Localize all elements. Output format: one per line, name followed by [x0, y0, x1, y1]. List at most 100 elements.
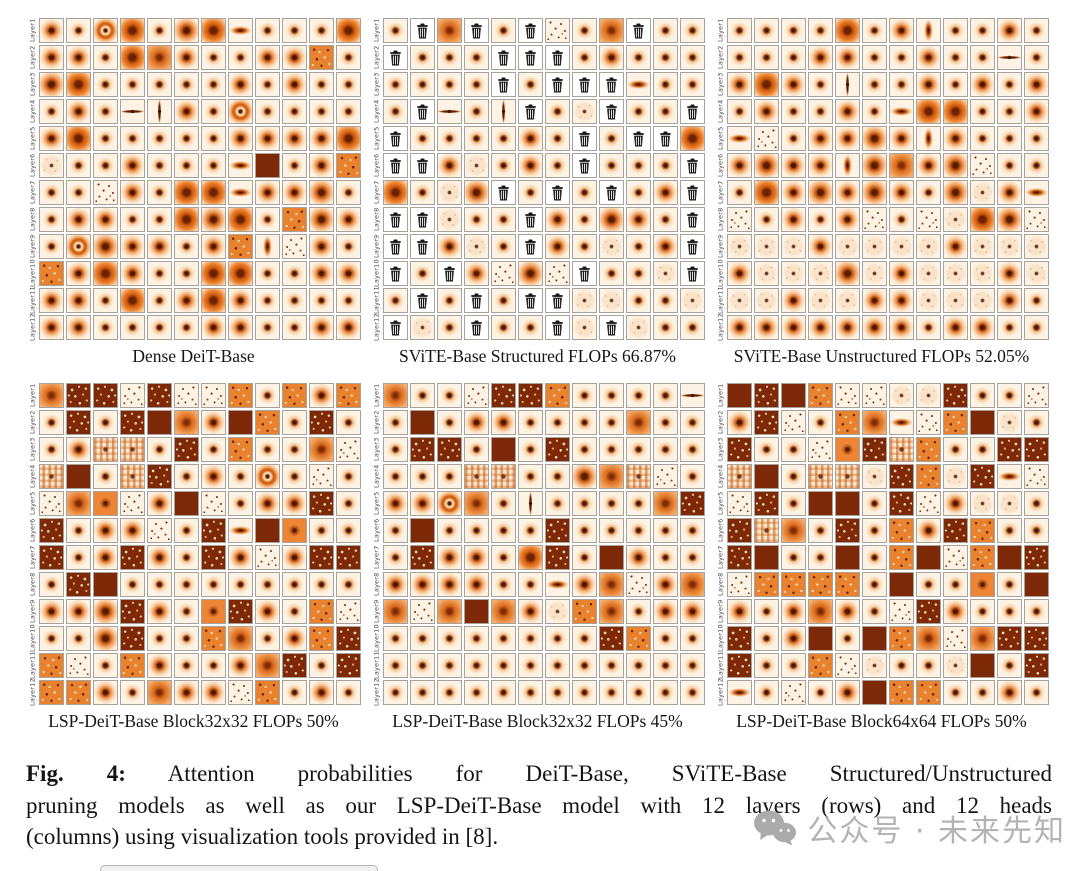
attention-map-cell	[916, 572, 941, 597]
attention-map-cell	[1024, 626, 1049, 651]
attention-map-cell	[916, 545, 941, 570]
attention-map-cell	[943, 680, 968, 705]
attention-map-cell	[680, 126, 705, 151]
attention-map-cell	[66, 626, 91, 651]
attention-map-cell	[464, 572, 489, 597]
attention-map-cell	[781, 680, 806, 705]
attention-map-cell	[120, 437, 145, 462]
layer-label: Layer10	[28, 259, 37, 288]
attention-map-cell	[970, 410, 995, 435]
attention-map-cell	[680, 72, 705, 97]
attention-map-cell	[464, 464, 489, 489]
attention-map-cell	[437, 153, 462, 178]
attention-map-cell	[518, 680, 543, 705]
attention-map-cell	[653, 207, 678, 232]
attention-map-cell	[93, 491, 118, 516]
attention-map-cell	[147, 383, 172, 408]
attention-map-cell	[228, 315, 253, 340]
attention-map-cell	[653, 680, 678, 705]
attention-map-cell	[545, 18, 570, 43]
attention-map-cell	[201, 653, 226, 678]
attention-map-cell	[464, 99, 489, 124]
attention-map-cell	[336, 153, 361, 178]
attention-map-cell	[120, 491, 145, 516]
pruned-head-cell	[545, 180, 570, 205]
layer-label: Layer2	[372, 410, 381, 435]
layer-label: Layer4	[716, 464, 725, 489]
attention-map-cell	[545, 599, 570, 624]
trash-icon	[470, 293, 483, 309]
attention-map-cell	[491, 315, 516, 340]
attention-map-cell	[39, 261, 64, 286]
trash-icon	[497, 77, 510, 93]
attention-map-cell	[201, 491, 226, 516]
layer-label: Layer7	[28, 545, 37, 570]
attention-map-cell	[889, 572, 914, 597]
attention-map-cell	[336, 410, 361, 435]
attention-map-cell	[808, 180, 833, 205]
attention-map-cell	[120, 234, 145, 259]
attention-map-cell	[781, 153, 806, 178]
attention-map-cell	[282, 680, 307, 705]
attention-map-cell	[93, 437, 118, 462]
attention-map-cell	[599, 410, 624, 435]
attention-map-cell	[93, 518, 118, 543]
layer-label: Layer2	[28, 410, 37, 435]
attention-map-cell	[410, 383, 435, 408]
attention-map-cell	[943, 491, 968, 516]
pruned-head-cell	[599, 99, 624, 124]
attention-map-cell	[39, 288, 64, 313]
attention-map-cell	[808, 261, 833, 286]
attention-map-cell	[626, 545, 651, 570]
attention-map-cell	[727, 180, 752, 205]
pruned-head-cell	[518, 99, 543, 124]
attention-map-cell	[653, 545, 678, 570]
attention-map-cell	[174, 153, 199, 178]
attention-map-cell	[626, 383, 651, 408]
attention-map-cell	[1024, 653, 1049, 678]
attention-map-cell	[174, 288, 199, 313]
layer-label: Layer9	[372, 234, 381, 259]
attention-map-cell	[120, 599, 145, 624]
attention-map-cell	[754, 518, 779, 543]
attention-map-cell	[626, 680, 651, 705]
attention-map-cell	[943, 653, 968, 678]
attention-map-cell	[228, 464, 253, 489]
attention-map-cell	[916, 518, 941, 543]
layer-axis: Layer1 Layer2 Layer3 Layer4 Layer5 Layer6 Laye…	[370, 18, 383, 342]
attention-map-cell	[997, 626, 1022, 651]
attention-map-cell	[862, 464, 887, 489]
attention-map-cell	[282, 72, 307, 97]
attention-map-cell	[437, 126, 462, 151]
attention-map-cell	[491, 153, 516, 178]
layer-label: Layer10	[372, 259, 381, 288]
attention-map-cell	[39, 599, 64, 624]
trash-icon	[551, 185, 564, 201]
attention-map-cell	[653, 572, 678, 597]
attention-map-cell	[174, 234, 199, 259]
attention-map-cell	[599, 288, 624, 313]
trash-icon	[686, 185, 699, 201]
attention-map-cell	[889, 491, 914, 516]
pruned-head-cell	[410, 18, 435, 43]
attention-map-cell	[916, 680, 941, 705]
attention-map-cell	[464, 234, 489, 259]
attention-map-cell	[66, 383, 91, 408]
attention-map-cell	[889, 464, 914, 489]
attention-map-cell	[599, 572, 624, 597]
trash-icon	[524, 23, 537, 39]
attention-map-cell	[545, 153, 570, 178]
attention-map-cell	[727, 491, 752, 516]
attention-map-cell	[228, 626, 253, 651]
attention-map-cell	[835, 572, 860, 597]
attention-map-cell	[410, 464, 435, 489]
attention-map-cell	[889, 315, 914, 340]
attention-map-cell	[997, 410, 1022, 435]
layer-label: Layer10	[372, 624, 381, 653]
attention-grid	[39, 18, 361, 342]
attention-map-cell	[572, 383, 597, 408]
attention-map-cell	[147, 45, 172, 70]
attention-map-cell	[572, 315, 597, 340]
attention-map-cell	[282, 383, 307, 408]
attention-map-cell	[680, 410, 705, 435]
